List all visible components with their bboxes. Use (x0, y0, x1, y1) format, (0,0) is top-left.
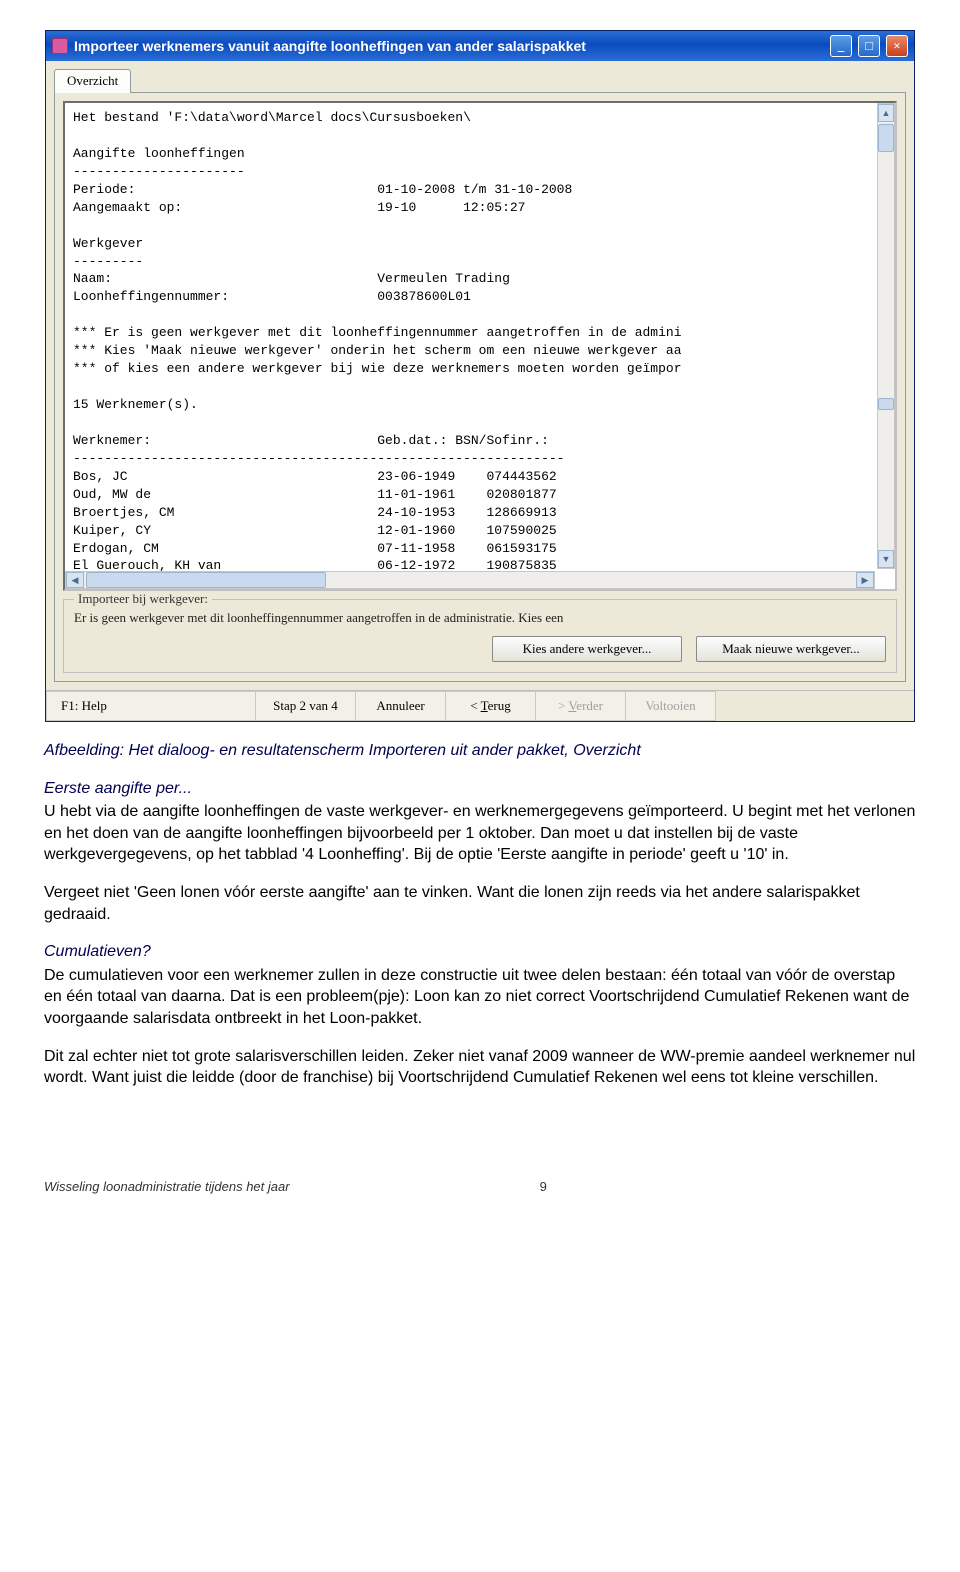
tab-panel: Het bestand 'F:\data\word\Marcel docs\Cu… (54, 92, 906, 682)
finish-button: Voltooien (626, 691, 716, 721)
import-dialog: Importeer werknemers vanuit aangifte loo… (45, 30, 915, 722)
heading-eerste: Eerste aangifte per... (44, 778, 916, 800)
overview-textarea[interactable]: Het bestand 'F:\data\word\Marcel docs\Cu… (63, 101, 897, 591)
group-description: Er is geen werkgever met dit loonheffing… (74, 610, 886, 626)
help-hint: F1: Help (46, 691, 256, 721)
paragraph-4: Dit zal echter niet tot grote salarisver… (44, 1046, 916, 1089)
wizard-statusbar: F1: Help Stap 2 van 4 Annuleer < Terug >… (46, 690, 914, 721)
maximize-button[interactable]: □ (858, 35, 880, 57)
page-number: 9 (540, 1179, 547, 1194)
group-legend: Importeer bij werkgever: (74, 591, 212, 607)
paragraph-3: De cumulatieven voor een werknemer zulle… (44, 965, 916, 1030)
horizontal-scrollbar[interactable]: ◀ ▶ (65, 571, 875, 589)
minimize-button[interactable]: _ (830, 35, 852, 57)
import-employer-group: Importeer bij werkgever: Er is geen werk… (63, 599, 897, 673)
step-indicator: Stap 2 van 4 (256, 691, 356, 721)
footer-title: Wisseling loonadministratie tijdens het … (44, 1179, 290, 1194)
tabstrip: Overzicht (46, 61, 914, 93)
make-new-employer-button[interactable]: Maak nieuwe werkgever... (696, 636, 886, 662)
hscroll-thumb[interactable] (86, 572, 326, 588)
choose-other-employer-button[interactable]: Kies andere werkgever... (492, 636, 682, 662)
scroll-down-icon[interactable]: ▼ (878, 550, 894, 568)
scroll-left-icon[interactable]: ◀ (66, 572, 84, 588)
page-footer: Wisseling loonadministratie tijdens het … (44, 1179, 916, 1194)
scroll-up-icon[interactable]: ▲ (878, 104, 894, 122)
titlebar[interactable]: Importeer werknemers vanuit aangifte loo… (46, 31, 914, 61)
next-button: > Verder (536, 691, 626, 721)
vscroll-thumb[interactable] (878, 124, 894, 152)
paragraph-2: Vergeet niet 'Geen lonen vóór eerste aan… (44, 882, 916, 925)
cancel-button[interactable]: Annuleer (356, 691, 446, 721)
vscroll-thumb2[interactable] (878, 398, 894, 410)
app-icon (52, 38, 68, 54)
back-button[interactable]: < Terug (446, 691, 536, 721)
document-body: Afbeelding: Het dialoog- en resultatensc… (44, 740, 916, 1194)
tab-overzicht[interactable]: Overzicht (54, 69, 131, 93)
scroll-right-icon[interactable]: ▶ (856, 572, 874, 588)
close-button[interactable]: × (886, 35, 908, 57)
figure-caption: Afbeelding: Het dialoog- en resultatensc… (44, 740, 916, 762)
vertical-scrollbar[interactable]: ▲ ▼ (877, 103, 895, 569)
heading-cumulatieven: Cumulatieven? (44, 941, 916, 963)
paragraph-1: U hebt via de aangifte loonheffingen de … (44, 801, 916, 866)
window-title: Importeer werknemers vanuit aangifte loo… (74, 38, 824, 54)
